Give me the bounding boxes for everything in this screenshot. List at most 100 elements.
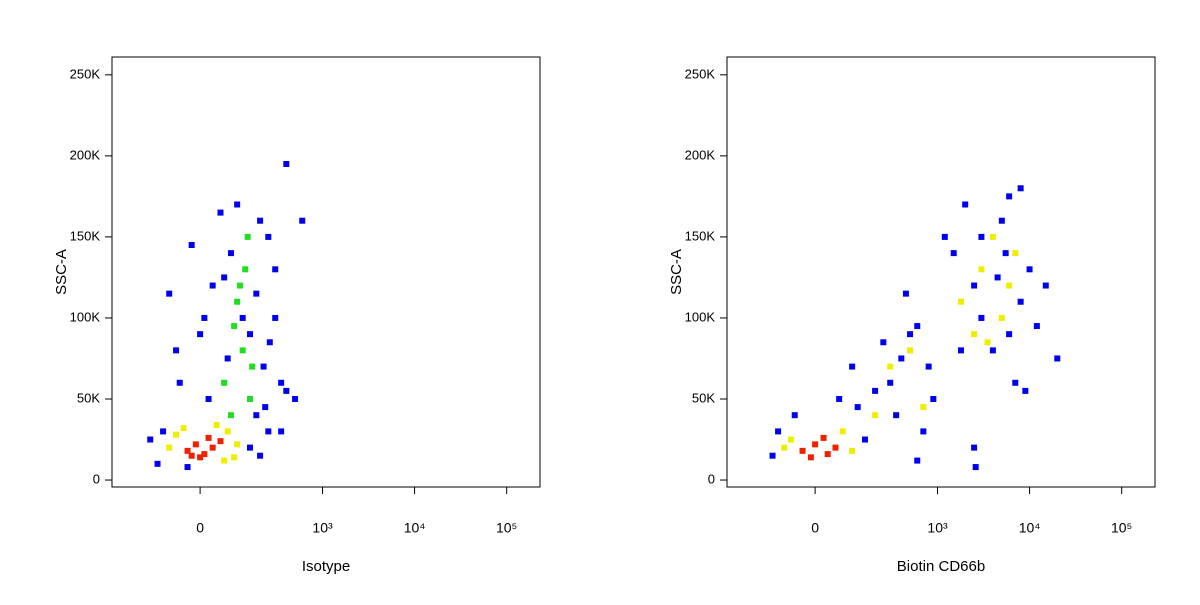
dot [812,441,819,448]
y-axis-label: SSC-A [53,249,70,295]
dot [872,412,879,419]
dot [950,250,957,257]
dot [231,454,238,461]
y-tick-label: 250K [685,66,716,81]
dot [278,428,285,435]
dot [907,331,914,338]
dot [244,233,251,240]
dot [907,347,914,354]
dot [941,233,948,240]
dot [824,451,831,458]
dot [213,421,220,428]
dot [791,412,798,419]
dot [217,209,224,216]
dot [971,444,978,451]
dot [221,379,228,386]
dot [292,395,299,402]
dot [978,266,985,273]
dot [253,412,260,419]
dot [197,331,204,338]
x-axis-label: Biotin CD66b [897,558,985,575]
dot [192,441,199,448]
dot [887,363,894,370]
dot [197,454,204,461]
dot [902,290,909,297]
dot [260,363,267,370]
dot [920,428,927,435]
dot [781,444,788,451]
dot [205,395,212,402]
dot [1006,193,1013,200]
x-tick-label: 10³ [927,520,948,536]
dot [854,404,861,411]
dot [246,444,253,451]
y-tick-label: 100K [70,309,101,324]
x-tick-label: 0 [811,520,819,536]
dot [227,412,234,419]
dot [272,314,279,321]
x-tick-label: 10⁵ [1111,520,1132,536]
y-axis-label: SSC-A [668,249,685,295]
dot [253,290,260,297]
y-tick-label: 200K [685,147,716,162]
dot [224,428,231,435]
dot [209,282,216,289]
dot [166,290,173,297]
dot [887,379,894,386]
dot [246,331,253,338]
dot [184,447,191,454]
dot [180,425,187,432]
dot [236,282,243,289]
dot [188,452,195,459]
dot [221,457,228,464]
x-tick-label: 0 [196,520,204,536]
dot [914,323,921,330]
dot [971,282,978,289]
dot [283,160,290,167]
dot [994,274,1001,281]
plot-frame [726,56,1156,488]
dot [201,314,208,321]
dot [234,298,241,305]
dot [957,298,964,305]
dot [1012,250,1019,257]
dot [188,242,195,249]
dot [820,434,827,441]
dot [283,387,290,394]
dot [930,395,937,402]
dot [1017,298,1024,305]
dot [925,363,932,370]
dot [989,347,996,354]
dot [861,436,868,443]
dot [278,379,285,386]
dot [234,201,241,208]
dot [893,412,900,419]
x-tick-label: 10⁴ [404,520,426,536]
dot [262,404,269,411]
dot [832,444,839,451]
dot [1006,282,1013,289]
x-tick-label: 10⁵ [496,520,517,536]
dot [775,428,782,435]
dot [799,447,806,454]
dot [242,266,249,273]
dot [272,266,279,273]
dot [205,434,212,441]
x-tick-label: 10⁴ [1019,520,1041,536]
dot [984,339,991,346]
dot [1022,387,1029,394]
dot [788,436,795,443]
y-tick-label: 0 [708,471,715,486]
dot [173,431,180,438]
dot [234,441,241,448]
dot [176,379,183,386]
dot [957,347,964,354]
dot [249,363,256,370]
dot [836,395,843,402]
dot [265,233,272,240]
dot [1012,379,1019,386]
dot [239,347,246,354]
dot [898,355,905,362]
dot [998,314,1005,321]
